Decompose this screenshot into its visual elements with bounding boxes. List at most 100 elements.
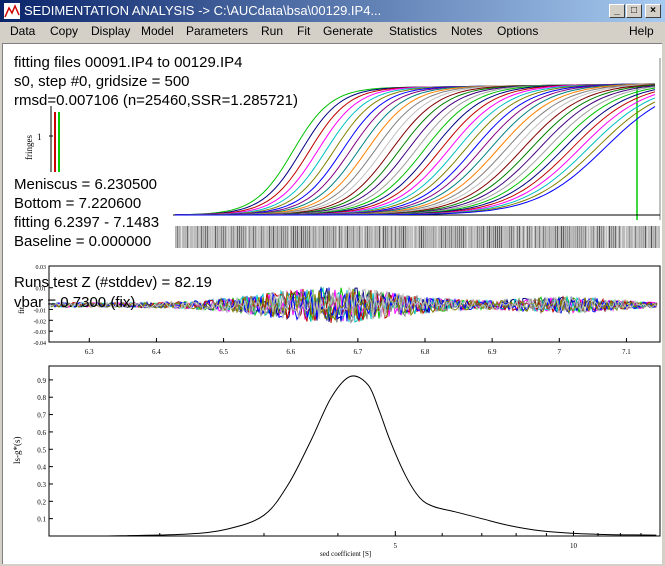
residual-bitmap-column: [459, 226, 460, 248]
menu-options[interactable]: Options: [497, 24, 539, 38]
residual-bitmap-column: [307, 226, 308, 248]
window-title: SEDIMENTATION ANALYSIS -> C:\AUCdata\bsa…: [24, 3, 382, 18]
residual-bitmap-column: [245, 226, 246, 248]
residual-bitmap-column: [329, 226, 330, 248]
residual-bitmap-column: [557, 226, 558, 248]
residual-bitmap-column: [491, 226, 492, 248]
residual-bitmap-column: [503, 226, 504, 248]
residual-bitmap-column: [259, 226, 260, 248]
plot2-y-tick-label: -0.03: [34, 330, 47, 336]
residual-bitmap-column: [285, 226, 286, 248]
residual-bitmap-column: [635, 226, 636, 248]
residual-bitmap-column: [203, 226, 204, 248]
plot2-y-tick-label: 0.01: [36, 287, 47, 293]
residual-bitmap-column: [403, 226, 404, 248]
residual-bitmap-column: [659, 226, 660, 248]
residual-bitmap-column: [355, 226, 356, 248]
residual-bitmap-column: [585, 226, 586, 248]
residual-bitmap-column: [431, 226, 432, 248]
residual-bitmap-column: [395, 226, 396, 248]
residual-bitmap-column: [589, 226, 590, 248]
residual-trace: [50, 286, 658, 322]
residual-bitmap-column: [445, 226, 446, 248]
residual-bitmap-column: [287, 226, 288, 248]
residual-bitmap-column: [219, 226, 220, 248]
plot3-y-tick-label: 0.7: [37, 412, 46, 420]
residual-bitmap-column: [177, 226, 178, 248]
residual-bitmap-column: [309, 226, 310, 248]
plot2-x-tick-label: 7.1: [622, 348, 631, 356]
residual-bitmap-column: [349, 226, 350, 248]
menu-run[interactable]: Run: [261, 24, 284, 38]
close-button[interactable]: ×: [645, 4, 661, 18]
residual-bitmap-column: [531, 226, 532, 248]
residual-bitmap-column: [401, 226, 402, 248]
residual-bitmap-column: [341, 226, 342, 248]
residual-bitmap-column: [221, 226, 222, 248]
residual-bitmap-column: [183, 226, 184, 248]
residual-bitmap-column: [541, 226, 542, 248]
raw-data-plot: 1 fringes: [24, 58, 661, 248]
menu-notes[interactable]: Notes: [451, 24, 483, 38]
residual-bitmap-column: [291, 226, 292, 248]
menu-display[interactable]: Display: [91, 24, 131, 38]
residual-bitmap-column: [335, 226, 336, 248]
menu-copy[interactable]: Copy: [50, 24, 79, 38]
residual-bitmap-column: [271, 226, 272, 248]
plot3-y-tick-label: 0.6: [37, 429, 46, 437]
menu-data[interactable]: Data: [10, 24, 36, 38]
residual-bitmap-column: [195, 226, 196, 248]
scan-curve: [175, 106, 656, 216]
residual-bitmap-column: [451, 226, 452, 248]
residual-bitmap-column: [357, 226, 358, 248]
residual-bitmap-column: [653, 226, 654, 248]
plot3-y-tick-label: 0.9: [37, 377, 46, 385]
residual-bitmap-column: [253, 226, 254, 248]
residual-bitmap-column: [251, 226, 252, 248]
residual-bitmap-column: [229, 226, 230, 248]
residual-bitmap-column: [337, 226, 338, 248]
menu-generate[interactable]: Generate: [323, 24, 374, 38]
residual-bitmap-column: [407, 226, 408, 248]
residual-bitmap-column: [509, 226, 510, 248]
residual-bitmap-column: [331, 226, 332, 248]
residual-bitmap-column: [655, 226, 656, 248]
app-icon: [4, 3, 20, 19]
minimize-button[interactable]: _: [609, 4, 625, 18]
residual-bitmap-column: [439, 226, 440, 248]
residual-bitmap-column: [559, 226, 560, 248]
residual-bitmap-column: [241, 226, 242, 248]
residual-bitmap-column: [645, 226, 646, 248]
residual-bitmap-column: [367, 226, 368, 248]
residual-bitmap-column: [343, 226, 344, 248]
residual-bitmap-column: [489, 226, 490, 248]
residual-bitmap-column: [199, 226, 200, 248]
menu-parameters[interactable]: Parameters: [186, 24, 249, 38]
residual-bitmap-column: [363, 226, 364, 248]
residual-bitmap-column: [527, 226, 528, 248]
residual-bitmap-column: [255, 226, 256, 248]
menu-help[interactable]: Help: [629, 24, 654, 38]
residual-bitmap-column: [513, 226, 514, 248]
plot-area: 1 fringes fit 0.03 0.01 -0.01 -0.02 -0.03 -0.…: [2, 43, 662, 564]
residual-bitmap-column: [353, 226, 354, 248]
residual-bitmap-column: [533, 226, 534, 248]
plot2-x-tick-label: 6.3: [85, 348, 94, 356]
residual-bitmap-column: [535, 226, 536, 248]
menu-statistics[interactable]: Statistics: [389, 24, 438, 38]
residual-bitmap-column: [457, 226, 458, 248]
residual-bitmap-column: [261, 226, 262, 248]
menu-model[interactable]: Model: [141, 24, 174, 38]
residual-bitmap-column: [267, 226, 268, 248]
residual-bitmap-column: [501, 226, 502, 248]
plot2-x-tick-label: 6.4: [152, 348, 161, 356]
residual-bitmap-column: [237, 226, 238, 248]
maximize-button[interactable]: □: [626, 4, 642, 18]
residual-bitmap-column: [495, 226, 496, 248]
residual-bitmap-column: [615, 226, 616, 248]
residual-bitmap-column: [485, 226, 486, 248]
menu-fit[interactable]: Fit: [297, 24, 311, 38]
title-bar[interactable]: SEDIMENTATION ANALYSIS -> C:\AUCdata\bsa…: [0, 0, 665, 22]
residual-bitmap-column: [475, 226, 476, 248]
residual-bitmap-column: [631, 226, 632, 248]
